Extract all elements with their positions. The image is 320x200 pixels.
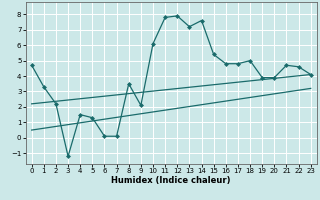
X-axis label: Humidex (Indice chaleur): Humidex (Indice chaleur) (111, 176, 231, 185)
